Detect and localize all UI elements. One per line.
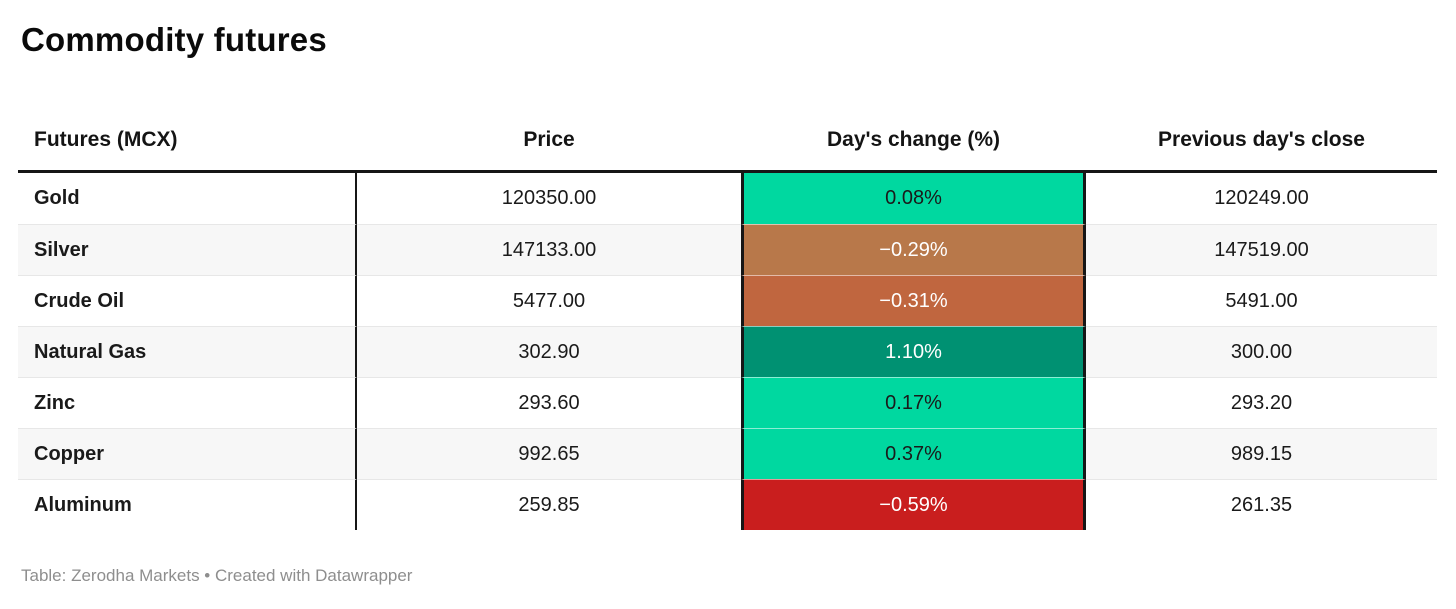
futures-name-cell: Aluminum bbox=[18, 479, 357, 530]
previous-close-cell: 989.15 bbox=[1086, 428, 1437, 479]
commodity-futures-table: Futures (MCX) Price Day's change (%) Pre… bbox=[18, 110, 1437, 530]
table-header: Futures (MCX) Price Day's change (%) Pre… bbox=[18, 110, 1437, 170]
previous-close-cell: 261.35 bbox=[1086, 479, 1437, 530]
previous-close-cell: 300.00 bbox=[1086, 326, 1437, 377]
header-days-change: Day's change (%) bbox=[826, 128, 1001, 151]
price-cell: 259.85 bbox=[357, 479, 741, 530]
table-row: Gold 120350.00 0.08% 120249.00 bbox=[18, 173, 1437, 224]
price-cell: 5477.00 bbox=[357, 275, 741, 326]
days-change-cell: 1.10% bbox=[741, 326, 1086, 377]
price-cell: 992.65 bbox=[357, 428, 741, 479]
table-row: Natural Gas 302.90 1.10% 300.00 bbox=[18, 326, 1437, 377]
days-change-cell: 0.37% bbox=[741, 428, 1086, 479]
price-cell: 120350.00 bbox=[501, 187, 597, 209]
table-row: Zinc 293.60 0.17% 293.20 bbox=[18, 377, 1437, 428]
days-change-cell: −0.59% bbox=[741, 479, 1086, 530]
table-source-credit: Table: Zerodha Markets • Created with Da… bbox=[21, 566, 413, 585]
days-change-cell: −0.29% bbox=[741, 224, 1086, 275]
header-row: Futures (MCX) Price Day's change (%) Pre… bbox=[18, 110, 1437, 170]
previous-close-cell: 5491.00 bbox=[1086, 275, 1437, 326]
header-futures-mcx: Futures (MCX) bbox=[34, 128, 178, 151]
days-change-cell: 0.08% bbox=[741, 173, 1086, 224]
price-cell: 147133.00 bbox=[357, 224, 741, 275]
table-row: Copper 992.65 0.37% 989.15 bbox=[18, 428, 1437, 479]
futures-name-cell: Silver bbox=[18, 224, 357, 275]
table-row: Silver 147133.00 −0.29% 147519.00 bbox=[18, 224, 1437, 275]
futures-name-cell: Zinc bbox=[18, 377, 357, 428]
futures-name-cell: Gold bbox=[18, 173, 357, 224]
previous-close-cell: 147519.00 bbox=[1086, 224, 1437, 275]
header-previous-close: Previous day's close bbox=[1158, 128, 1365, 151]
previous-close-cell: 120249.00 bbox=[1214, 187, 1309, 209]
table-row: Crude Oil 5477.00 −0.31% 5491.00 bbox=[18, 275, 1437, 326]
table-body: Gold 120350.00 0.08% 120249.00 Silver 14… bbox=[18, 170, 1437, 530]
futures-name-cell: Copper bbox=[18, 428, 357, 479]
table-row: Aluminum 259.85 −0.59% 261.35 bbox=[18, 479, 1437, 530]
price-cell: 302.90 bbox=[357, 326, 741, 377]
price-cell: 293.60 bbox=[357, 377, 741, 428]
header-price: Price bbox=[523, 128, 575, 151]
page-title: Commodity futures bbox=[21, 21, 327, 58]
days-change-cell: 0.17% bbox=[741, 377, 1086, 428]
futures-name-cell: Crude Oil bbox=[18, 275, 357, 326]
previous-close-cell: 293.20 bbox=[1086, 377, 1437, 428]
days-change-cell: −0.31% bbox=[741, 275, 1086, 326]
futures-name-cell: Natural Gas bbox=[18, 326, 357, 377]
